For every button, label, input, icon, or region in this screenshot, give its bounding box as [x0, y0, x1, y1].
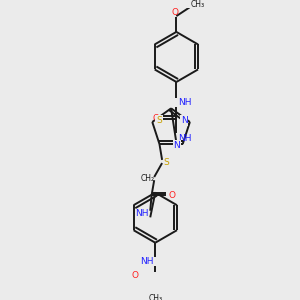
Text: N: N	[173, 141, 180, 150]
Text: NH: NH	[135, 209, 148, 218]
Text: N: N	[181, 116, 188, 125]
Text: NH: NH	[140, 257, 154, 266]
Text: NH: NH	[178, 134, 191, 142]
Text: CH₃: CH₃	[148, 294, 162, 300]
Text: NH: NH	[178, 98, 191, 107]
Text: O: O	[153, 114, 160, 123]
Text: O: O	[131, 271, 139, 280]
Text: S: S	[156, 116, 162, 125]
Text: CH₂: CH₂	[140, 174, 155, 183]
Text: CH₃: CH₃	[190, 0, 205, 9]
Text: O: O	[172, 8, 178, 17]
Text: O: O	[168, 191, 175, 200]
Text: S: S	[163, 158, 169, 166]
